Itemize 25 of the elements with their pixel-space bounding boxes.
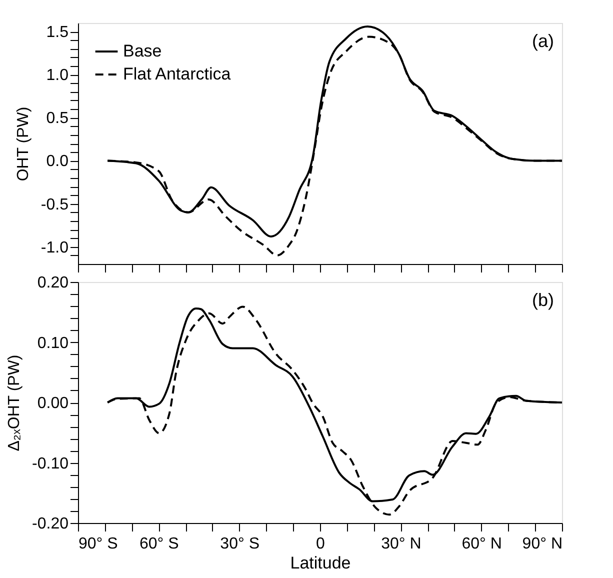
y-tick-label: 1.0 — [46, 67, 69, 84]
x-tick-label: 0 — [316, 536, 326, 552]
legend-label: Flat Antarctica — [123, 64, 232, 84]
y-tick-label: 1.5 — [46, 24, 69, 42]
y-tick-label: -0.10 — [32, 455, 69, 472]
y-axis-title: Δ₂ₓOHT (PW) — [6, 354, 24, 452]
annotation: (a) — [532, 31, 554, 51]
y-tick-label: 0.00 — [37, 395, 69, 412]
y-axis-title: OHT (PW) — [14, 106, 32, 182]
y-tick-label: -0.20 — [32, 516, 69, 532]
y-tick-label: 0.0 — [46, 153, 69, 170]
x-tick-label: 30° N — [381, 536, 422, 552]
y-tick-label: 0.5 — [46, 110, 69, 128]
x-tick-label: 90° S — [78, 536, 118, 552]
x-tick-label: 60° N — [462, 536, 502, 552]
legend-label: Base — [123, 42, 162, 60]
annotation: (b) — [532, 290, 554, 310]
y-tick-label: 0.20 — [37, 274, 69, 292]
y-tick-label: 0.10 — [37, 334, 69, 352]
y-tick-label: -1.0 — [40, 239, 69, 256]
x-tick-label: 30° S — [220, 536, 260, 552]
x-tick-label: 90° N — [522, 536, 562, 552]
x-axis-title: Latitude — [290, 554, 351, 572]
y-tick-label: -0.5 — [40, 196, 69, 214]
x-tick-label: 60° S — [140, 536, 179, 552]
